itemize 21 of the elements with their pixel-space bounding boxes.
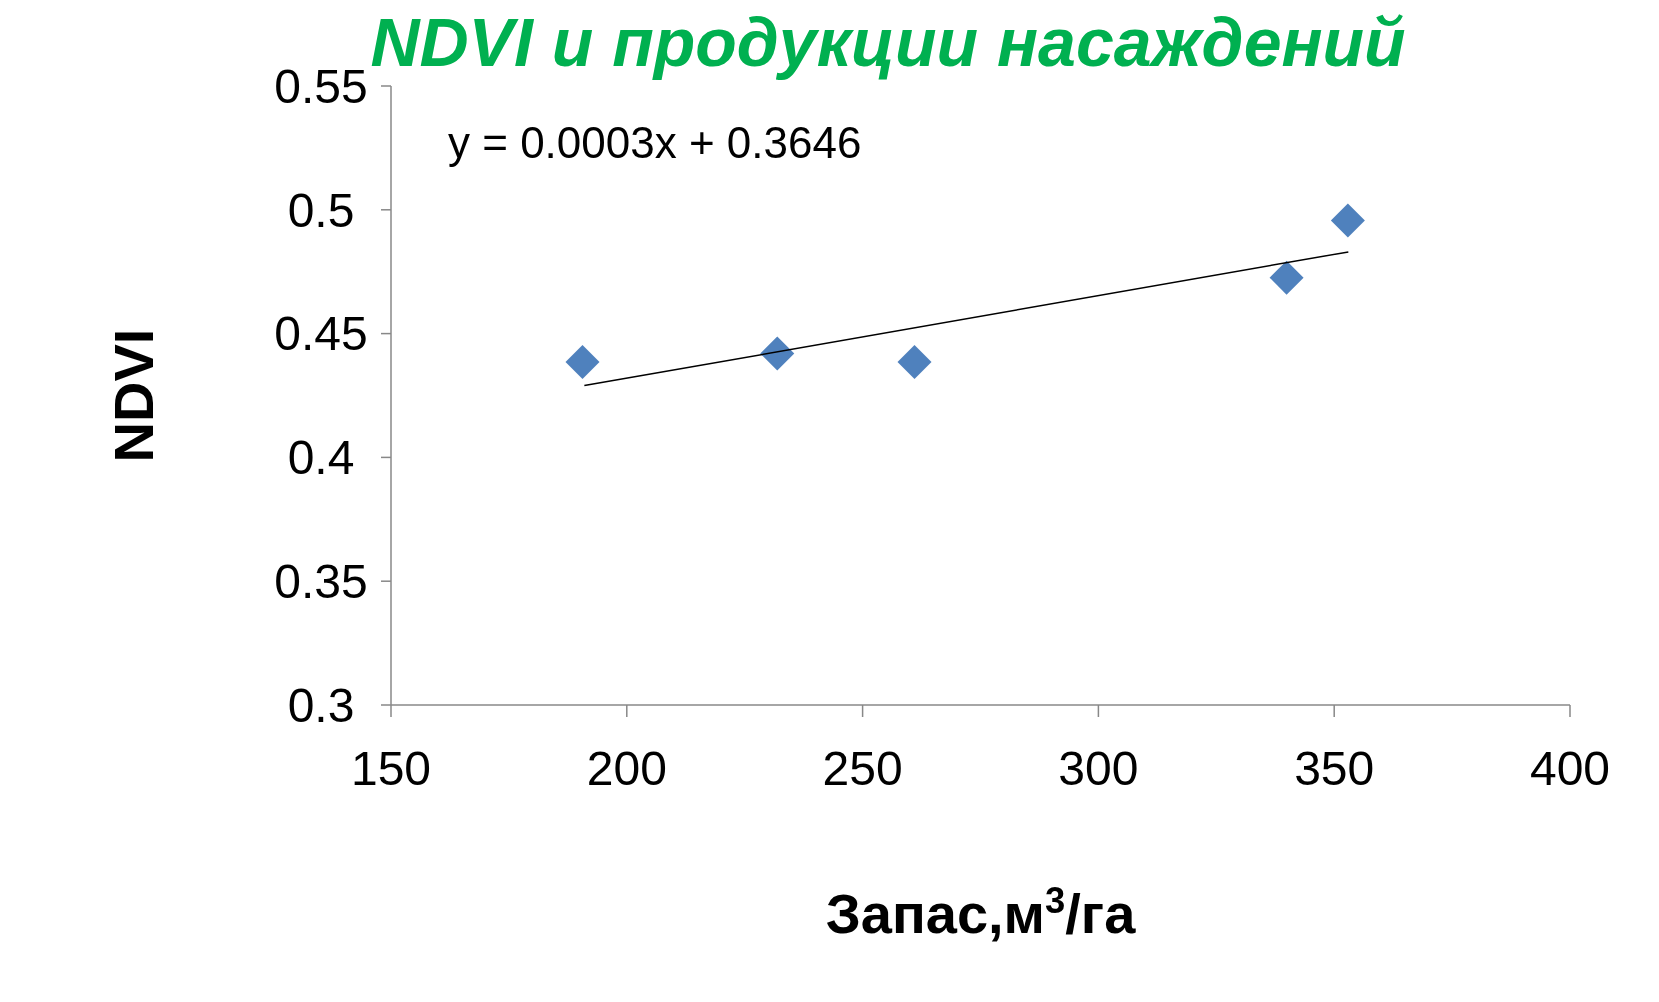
y-tick-label: 0.3 (287, 678, 355, 732)
x-tick-label: 300 (1058, 742, 1139, 795)
y-axis-title: NDVI (102, 328, 165, 463)
x-tick-label: 200 (586, 742, 667, 795)
point (897, 345, 932, 380)
y-tick-label: 0.4 (287, 431, 355, 485)
chart-title: NDVI и продукции насаждений (370, 4, 1406, 80)
y-tick-label: 0.5 (287, 183, 355, 237)
y-tick-label: 0.45 (274, 307, 368, 361)
point (1330, 203, 1365, 238)
point (760, 336, 795, 371)
x-tick-label: 150 (350, 742, 432, 795)
point (1269, 260, 1304, 295)
x-axis-title: Запас,м$^{3}$/га (825, 879, 1137, 945)
y-tick-label: 0.55 (274, 59, 368, 113)
x-tick-label: 400 (1529, 742, 1611, 795)
y-tick-label: 0.35 (274, 555, 368, 608)
point (565, 345, 600, 380)
x-tick-label: 250 (822, 742, 903, 795)
x-tick-label: 350 (1294, 742, 1375, 795)
annotation: y = 0.0003x + 0.3646 (448, 118, 862, 167)
